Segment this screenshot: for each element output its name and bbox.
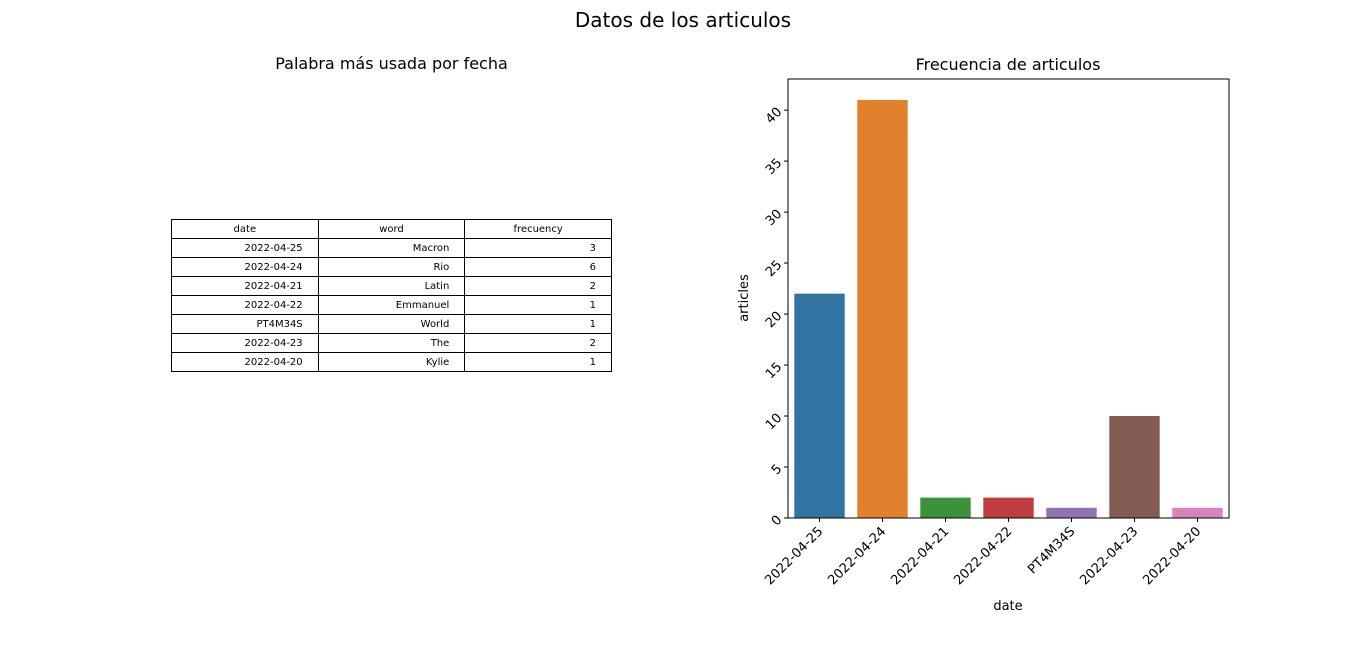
y-tick-label: 10 [763, 411, 785, 433]
chart-title: Frecuencia de articulos [916, 55, 1101, 74]
y-tick-label: 25 [763, 258, 785, 280]
bar-2022-04-20 [1172, 507, 1223, 518]
y-tick-label: 20 [763, 309, 785, 331]
bar-2022-04-23 [1109, 416, 1160, 518]
table-row: 2022-04-25 Macron 3 [171, 238, 612, 258]
y-tick-label: 15 [763, 360, 785, 382]
table-header-row: date word frecuency [171, 219, 612, 239]
x-tick-label: 2022-04-24 [825, 524, 889, 588]
x-tick-label: 2022-04-20 [1140, 524, 1204, 588]
y-tick-label: 5 [769, 462, 785, 478]
x-tick-label: 2022-04-22 [951, 524, 1015, 588]
y-axis-label: articles [737, 274, 752, 322]
word-frequency-table: date word frecuency 2022-04-25 Macron 3 … [171, 219, 612, 372]
cell-frecuency: 1 [464, 352, 612, 372]
plot-frame [787, 78, 1230, 519]
x-axis-label: date [993, 599, 1022, 614]
bar-2022-04-25 [794, 293, 845, 518]
table-row: PT4M34S World 1 [171, 314, 612, 334]
x-tick-label: 2022-04-23 [1077, 524, 1141, 588]
bar-2022-04-24 [857, 99, 908, 519]
y-tick-label: 40 [763, 105, 785, 127]
x-tick-label: PT4M34S [1025, 524, 1078, 577]
table-row: 2022-04-22 Emmanuel 1 [171, 295, 612, 315]
table-row: 2022-04-20 Kylie 1 [171, 352, 612, 372]
figure-title: Datos de los articulos [574, 8, 792, 32]
cell-word: Kylie [317, 352, 466, 372]
table-row: 2022-04-23 The 2 [171, 333, 612, 353]
x-tick-label: 2022-04-21 [888, 524, 952, 588]
bar-2022-04-22 [983, 497, 1034, 518]
y-tick-label: 30 [763, 207, 785, 229]
bar-2022-04-21 [920, 497, 971, 518]
table-title: Palabra más usada por fecha [275, 54, 508, 73]
bar-pt4m34s [1046, 507, 1097, 518]
y-tick-label: 0 [769, 513, 785, 529]
y-tick-label: 35 [763, 156, 785, 178]
x-tick-label: 2022-04-25 [762, 524, 826, 588]
